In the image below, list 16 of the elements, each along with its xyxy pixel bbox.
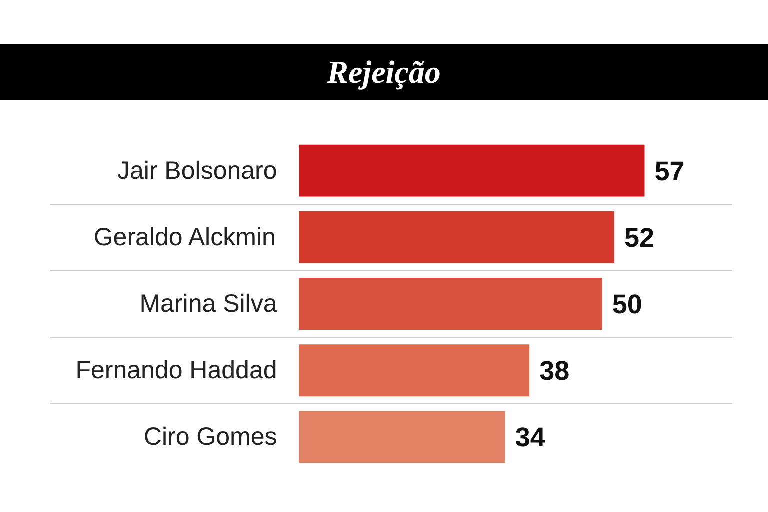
data-label: 52: [624, 222, 654, 253]
bar: [299, 278, 602, 330]
data-label: 34: [515, 422, 546, 453]
bar: [299, 344, 530, 397]
data-label: 57: [654, 156, 685, 186]
data-label: 50: [612, 290, 642, 320]
bar: [299, 411, 506, 464]
bar: [299, 144, 645, 197]
y-tick-label: Marina Silva: [140, 290, 278, 318]
data-label: 38: [540, 356, 570, 386]
chart-title: Rejeição: [327, 53, 441, 92]
y-tick-label: Geraldo Alckmin: [94, 223, 276, 252]
y-tick-label: Fernando Haddad: [76, 356, 278, 385]
bar: [299, 211, 614, 264]
y-tick-label: Jair Bolsonaro: [117, 156, 278, 185]
y-tick-label: Ciro Gomes: [144, 423, 278, 452]
